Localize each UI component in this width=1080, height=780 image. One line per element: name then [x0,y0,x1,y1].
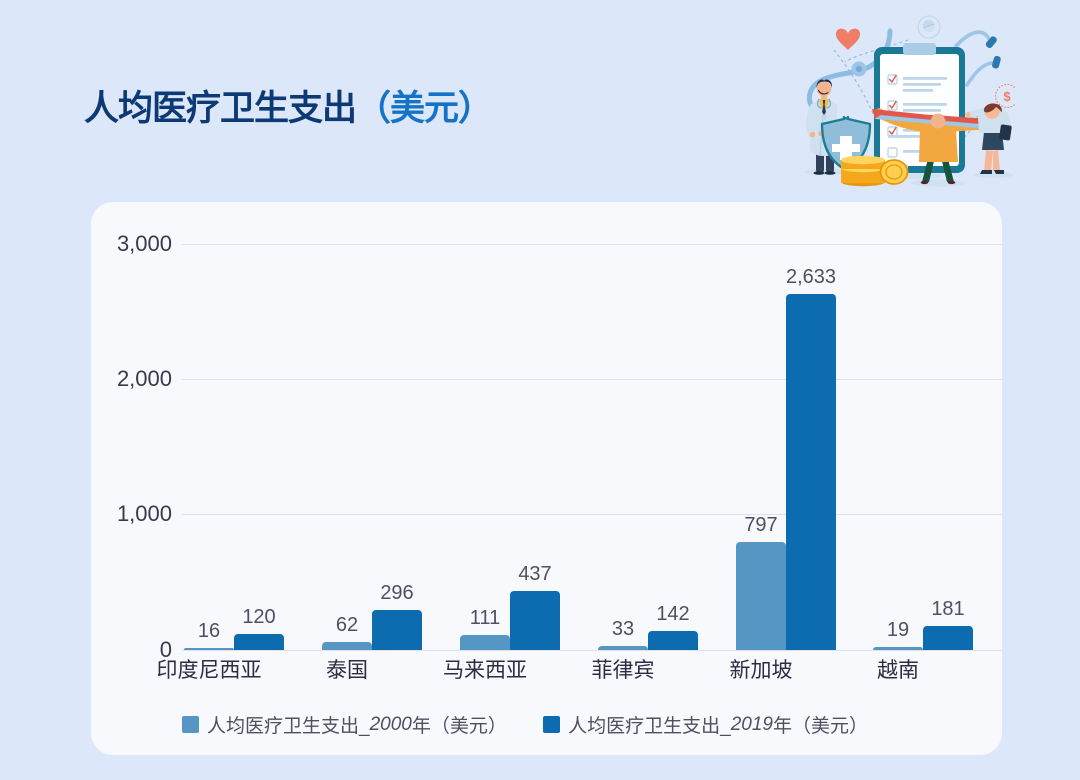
svg-text:$: $ [1003,89,1011,104]
